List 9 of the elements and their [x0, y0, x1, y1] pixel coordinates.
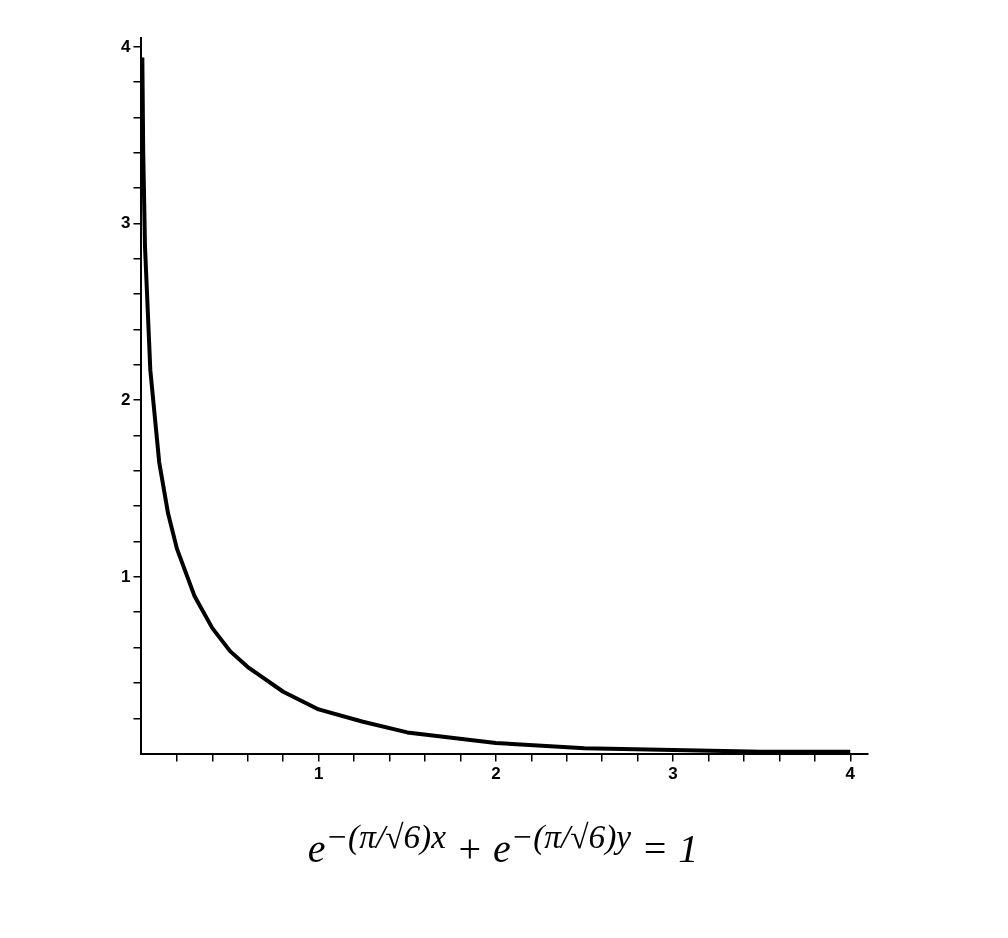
- x-tick-label: 4: [845, 764, 856, 784]
- y-tick-label: 1: [120, 566, 131, 586]
- text: e$^{−(π/√6)x}$ + e$^{−(π/√6)y}$ = 1: [306, 818, 700, 873]
- x-tick-label: 2: [491, 764, 501, 784]
- y-tick-label: 3: [120, 213, 131, 233]
- x-tick-label: 1: [313, 764, 324, 784]
- x-tick-label: 3: [668, 764, 678, 784]
- y-tick-label: 2: [120, 389, 131, 409]
- y-tick-label: 4: [120, 36, 131, 56]
